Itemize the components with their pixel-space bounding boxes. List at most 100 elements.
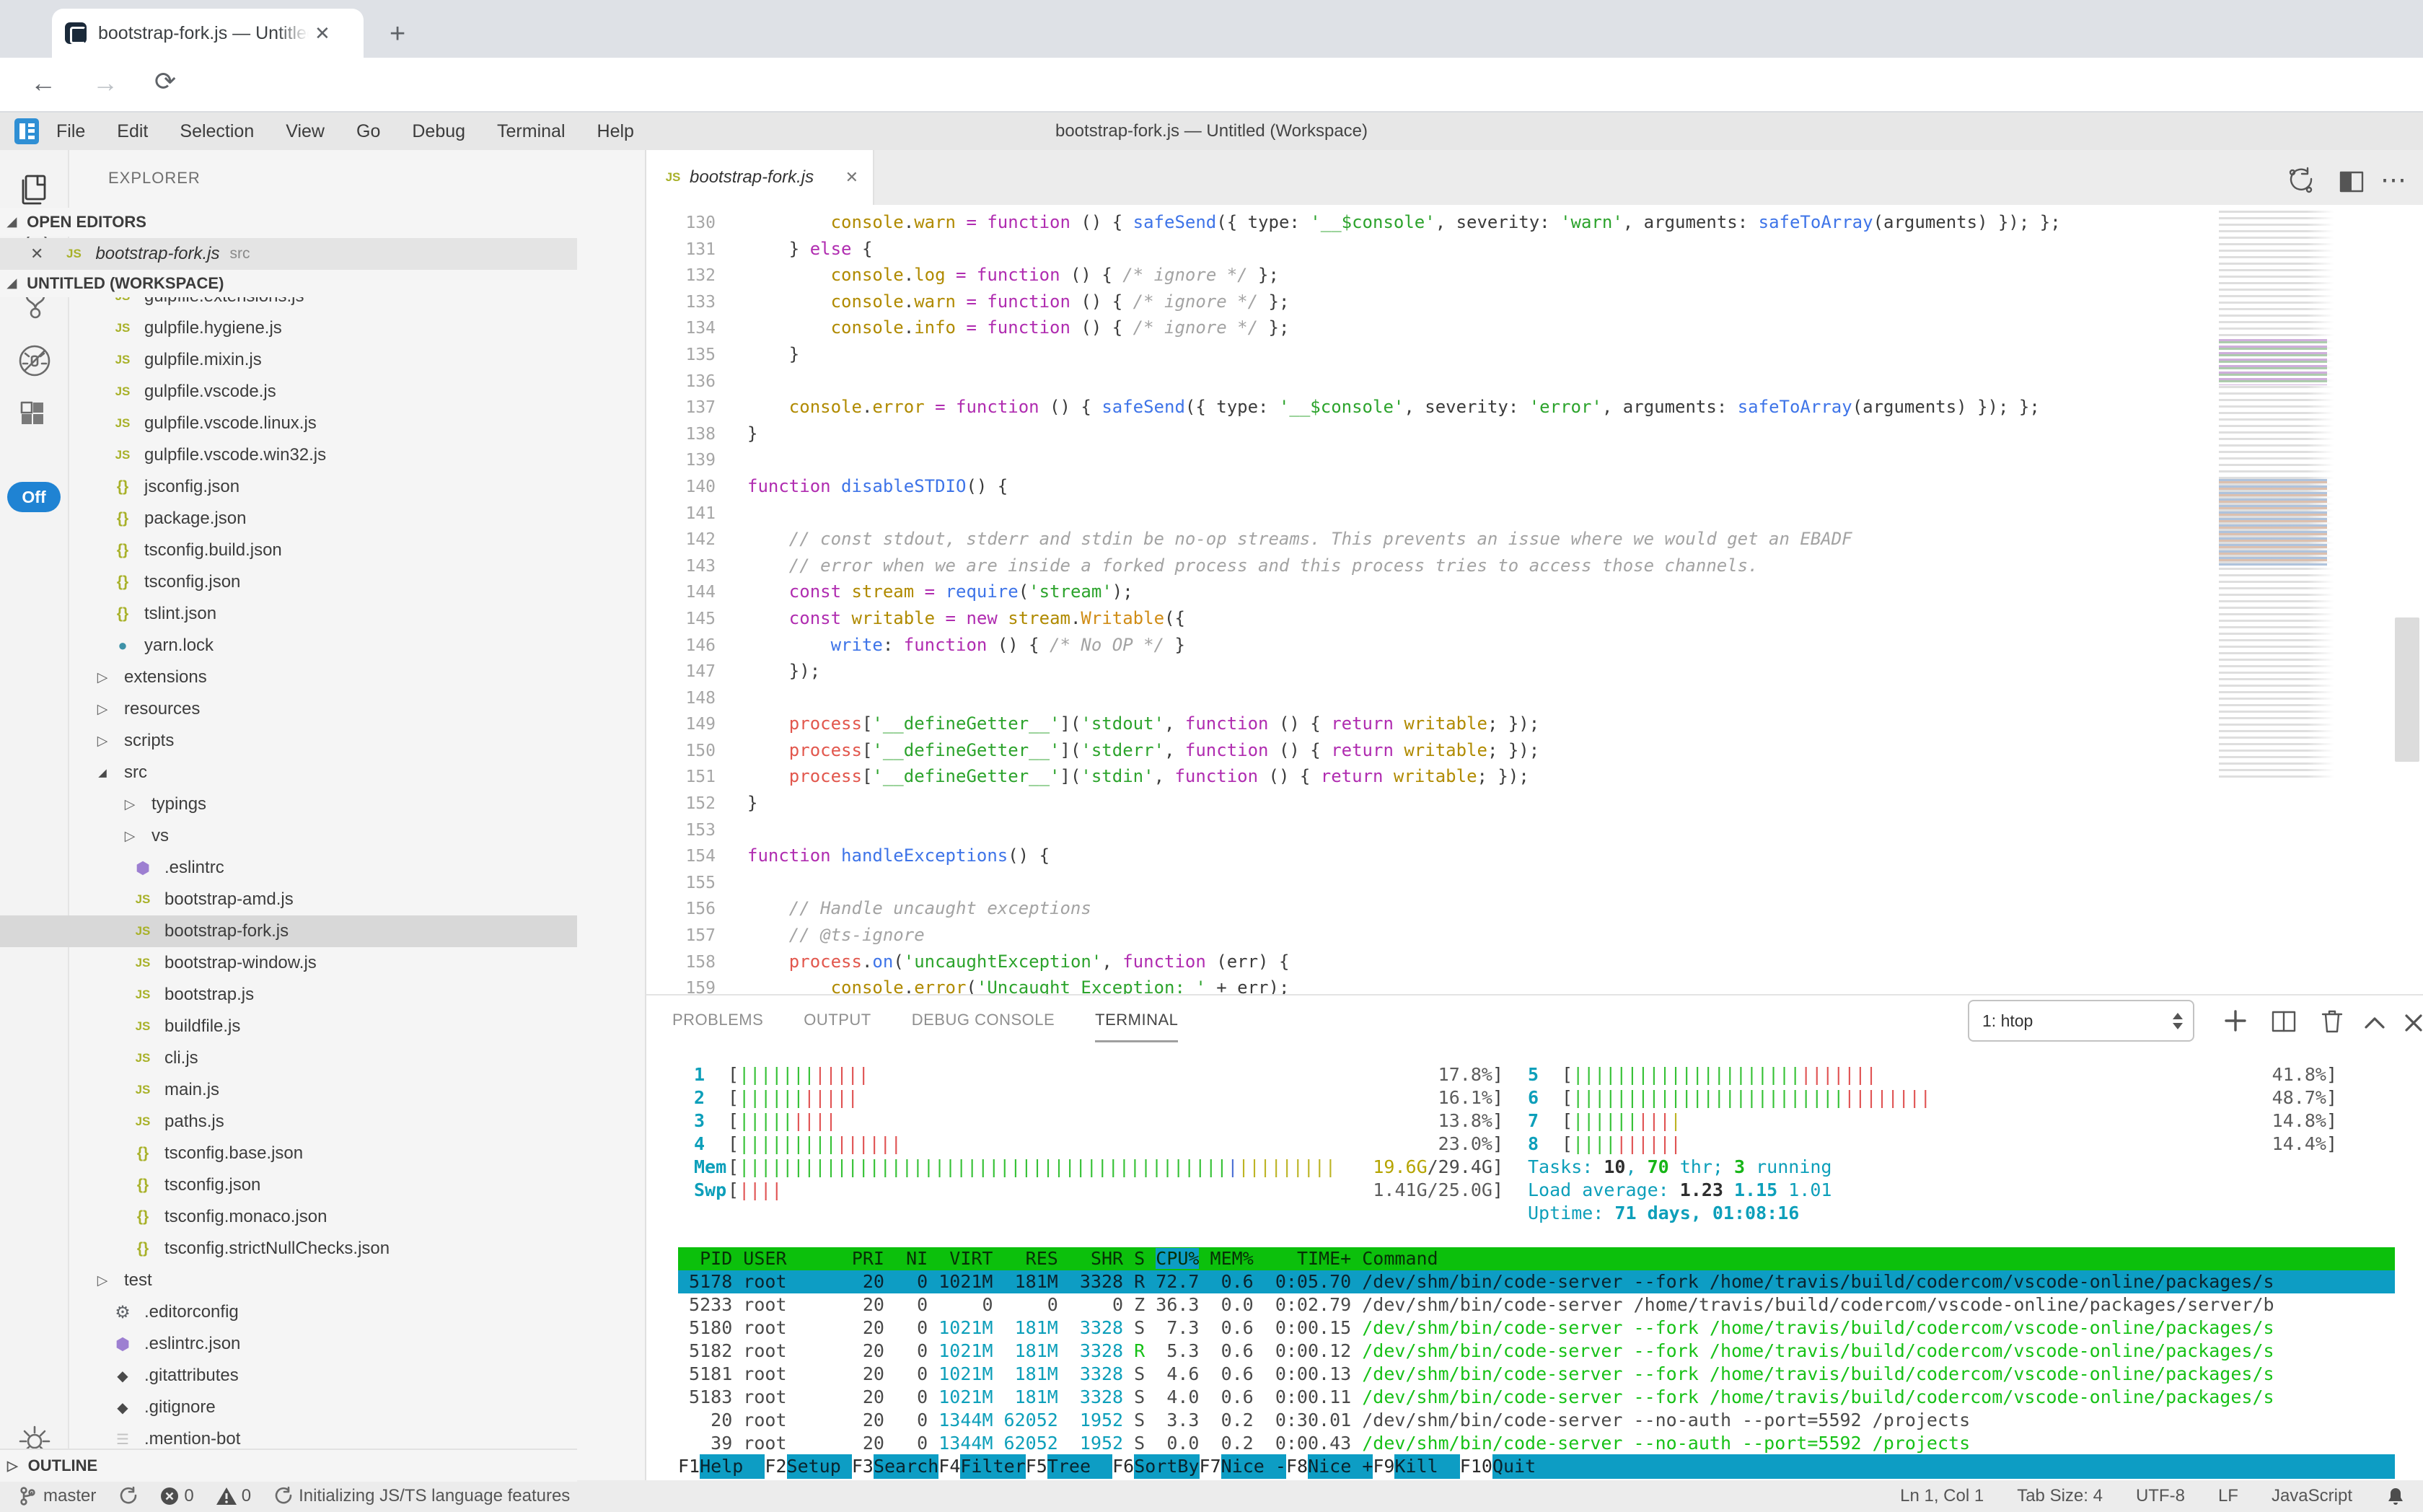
tree-folder[interactable]: src [0, 757, 577, 788]
menu-edit[interactable]: Edit [117, 120, 149, 141]
tree-item[interactable]: bootstrap-amd.js [0, 884, 577, 915]
tree-item[interactable]: tsconfig.json [0, 1169, 577, 1201]
reload-icon[interactable]: ⟳ [154, 66, 177, 96]
bell-icon[interactable] [2385, 1486, 2406, 1506]
kill-terminal-icon[interactable] [2317, 1006, 2347, 1036]
menu-file[interactable]: File [56, 120, 86, 141]
tree-item[interactable]: main.js [0, 1074, 577, 1106]
htop-row-selected[interactable]: 5178 root 20 0 1021M 181M 3328 R 72.7 0.… [678, 1270, 2395, 1293]
code-editor[interactable]: 130 console.warn = function () { safeSen… [646, 205, 2423, 994]
errors-status[interactable]: 0 [159, 1486, 194, 1506]
fkey-help[interactable]: Help [700, 1454, 765, 1479]
more-actions-icon[interactable]: ⋯ [2380, 164, 2406, 194]
tree-item[interactable]: tsconfig.json [0, 566, 577, 598]
fkey-tree[interactable]: Tree [1047, 1454, 1113, 1479]
fkey-filter[interactable]: Filter [960, 1454, 1026, 1479]
close-icon[interactable]: ✕ [30, 245, 44, 263]
tree-item[interactable]: package.json [0, 503, 577, 535]
language-mode[interactable]: JavaScript [2271, 1486, 2352, 1506]
split-editor-icon[interactable] [2337, 167, 2366, 196]
extensions-icon[interactable] [16, 398, 53, 436]
htop-row[interactable]: 5180 root 20 0 1021M 181M 3328 S 7.3 0.6… [678, 1317, 2274, 1338]
tree-item-selected[interactable]: bootstrap-fork.js [0, 915, 577, 947]
app-logo-icon[interactable] [14, 118, 39, 144]
tree-item[interactable]: .editorconfig [0, 1296, 577, 1328]
back-icon[interactable]: ← [30, 68, 56, 97]
tree-item[interactable]: tsconfig.base.json [0, 1138, 577, 1169]
sync-status-icon[interactable] [118, 1486, 138, 1506]
encoding[interactable]: UTF-8 [2135, 1486, 2185, 1506]
tab-output[interactable]: OUTPUT [804, 1011, 871, 1029]
forward-icon[interactable]: → [92, 68, 118, 97]
tree-item[interactable]: jsconfig.json [0, 471, 577, 503]
tree-item[interactable]: buildfile.js [0, 1011, 577, 1042]
menu-go[interactable]: Go [356, 120, 381, 141]
terminal-selector[interactable]: 1: htop [1968, 1000, 2194, 1042]
htop-row[interactable]: 5233 root 20 0 0 0 0 Z 36.3 0.0 0:02.79 … [678, 1294, 2274, 1315]
menu-selection[interactable]: Selection [180, 120, 255, 141]
tree-item[interactable]: tsconfig.monaco.json [0, 1201, 577, 1233]
new-terminal-icon[interactable] [2220, 1006, 2251, 1036]
tree-folder[interactable]: vs [0, 820, 577, 852]
tab-debug-console[interactable]: DEBUG CONSOLE [911, 1011, 1055, 1029]
fkey-search[interactable]: Search [873, 1454, 939, 1479]
collaboration-toggle[interactable]: Off [7, 482, 61, 512]
eol[interactable]: LF [2217, 1486, 2238, 1506]
htop-row[interactable]: 20 root 20 0 1344M 62052 1952 S 3.3 0.2 … [678, 1410, 1971, 1430]
tree-item[interactable]: gulpfile.vscode.win32.js [0, 439, 577, 471]
htop-row[interactable]: 5182 root 20 0 1021M 181M 3328 R 5.3 0.6… [678, 1340, 2274, 1361]
sync-icon[interactable] [2285, 166, 2316, 196]
explorer-icon[interactable] [16, 170, 53, 208]
tree-folder[interactable]: resources [0, 693, 577, 725]
tree-item[interactable]: gulpfile.mixin.js [0, 344, 577, 376]
tab-close-icon[interactable]: ✕ [845, 168, 858, 186]
menu-view[interactable]: View [286, 120, 325, 141]
tree-item[interactable]: tsconfig.strictNullChecks.json [0, 1233, 577, 1265]
htop-row[interactable]: 39 root 20 0 1344M 62052 1952 S 0.0 0.2 … [678, 1433, 1971, 1454]
tree-item[interactable]: .mention-bot [0, 1423, 577, 1455]
tree-folder[interactable]: extensions [0, 662, 577, 693]
tree-item[interactable]: bootstrap.js [0, 979, 577, 1011]
maximize-panel-icon[interactable] [2360, 1008, 2389, 1037]
fkey-nice-minus[interactable]: Nice - [1221, 1454, 1286, 1479]
fkey-nice-plus[interactable]: Nice + [1308, 1454, 1373, 1479]
cursor-position[interactable]: Ln 1, Col 1 [1900, 1486, 1984, 1506]
tree-folder[interactable]: typings [0, 788, 577, 820]
tree-item[interactable]: gulpfile.vscode.js [0, 376, 577, 408]
editor-tab[interactable]: bootstrap-fork.js ✕ [646, 150, 874, 205]
tree-item[interactable]: .eslintrc.json [0, 1328, 577, 1360]
tab-size[interactable]: Tab Size: 4 [2017, 1486, 2103, 1506]
tab-terminal[interactable]: TERMINAL [1095, 1011, 1179, 1042]
tree-folder[interactable]: scripts [0, 725, 577, 757]
tab-close-icon[interactable]: ✕ [315, 22, 330, 44]
menu-debug[interactable]: Debug [412, 120, 466, 141]
tree-folder[interactable]: test [0, 1265, 577, 1296]
language-init-status[interactable]: Initializing JS/TS language features [273, 1486, 570, 1506]
tree-item[interactable]: bootstrap-window.js [0, 947, 577, 979]
fkey-setup[interactable]: Setup [786, 1454, 852, 1479]
outline-header[interactable]: ▷ OUTLINE [0, 1449, 577, 1482]
tab-problems[interactable]: PROBLEMS [672, 1011, 764, 1029]
tree-item[interactable]: cli.js [0, 1042, 577, 1074]
tree-item[interactable]: tsconfig.build.json [0, 535, 577, 566]
tree-item[interactable]: .gitattributes [0, 1360, 577, 1392]
fkey-quit[interactable]: Quit [1492, 1454, 1558, 1479]
tree-item[interactable]: .gitignore [0, 1392, 577, 1423]
tree-item[interactable]: .eslintrc [0, 852, 577, 884]
debug-icon[interactable] [16, 342, 53, 379]
tree-item[interactable]: gulpfile.hygiene.js [0, 312, 577, 344]
git-branch-status[interactable]: master [17, 1486, 96, 1506]
htop-row[interactable]: 5181 root 20 0 1021M 181M 3328 S 4.6 0.6… [678, 1363, 2274, 1384]
open-editors-header[interactable]: ◢ OPEN EDITORS [0, 208, 577, 237]
close-panel-icon[interactable] [2399, 1008, 2423, 1037]
fkey-kill[interactable]: Kill [1394, 1454, 1460, 1479]
htop-row[interactable]: 5183 root 20 0 1021M 181M 3328 S 4.0 0.6… [678, 1386, 2274, 1407]
warnings-status[interactable]: 0 [216, 1486, 251, 1506]
open-editor-item[interactable]: ✕ bootstrap-fork.js src [0, 238, 577, 270]
menu-terminal[interactable]: Terminal [497, 120, 566, 141]
fkey-sortby[interactable]: SortBy [1134, 1454, 1200, 1479]
tree-item[interactable]: yarn.lock [0, 630, 577, 662]
tree-item[interactable]: paths.js [0, 1106, 577, 1138]
tree-item[interactable]: tslint.json [0, 598, 577, 630]
workspace-header[interactable]: ◢ UNTITLED (WORKSPACE) [0, 270, 577, 297]
